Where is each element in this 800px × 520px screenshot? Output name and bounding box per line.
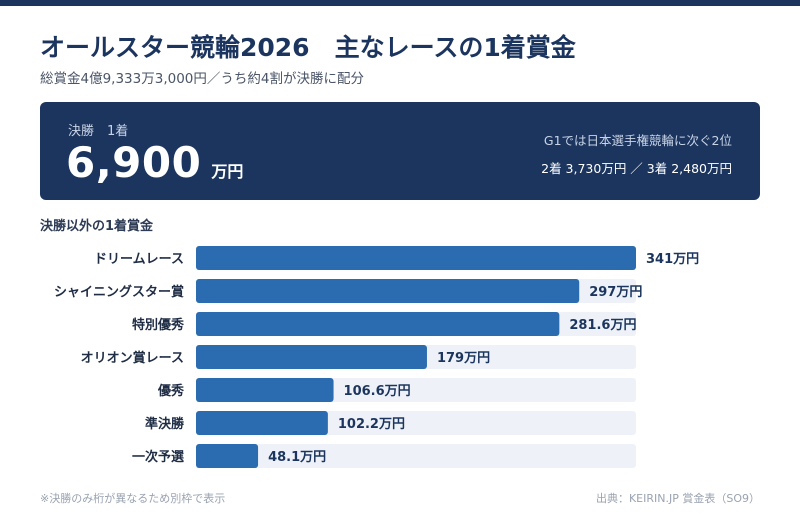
final-prize-unit: 万円 <box>211 162 244 181</box>
category-label: オリオン賞レース <box>81 350 184 366</box>
footnote: ※決勝のみ桁が異なるため別枠で表示 <box>40 492 226 505</box>
bar <box>196 378 334 402</box>
value-label: 48.1万円 <box>268 450 326 465</box>
value-label: 281.6万円 <box>569 318 636 333</box>
value-label: 102.2万円 <box>338 417 405 432</box>
bar <box>196 345 427 369</box>
category-label: シャイニングスター賞 <box>54 284 184 300</box>
bar <box>196 444 259 468</box>
value-label: 179万円 <box>437 351 490 366</box>
value-label: 341万円 <box>646 252 699 267</box>
bar-track <box>196 444 636 468</box>
bar <box>196 246 636 270</box>
value-label: 106.6万円 <box>344 384 411 399</box>
source-credit: 出典：KEIRIN.JP 賞金表（SO9） <box>595 492 760 505</box>
final-prize-runner-ups: 2着 3,730万円 ／ 3着 2,480万円 <box>541 161 732 176</box>
value-label: 297万円 <box>589 285 642 300</box>
category-label: 一次予選 <box>132 449 184 465</box>
page-subtitle: 総賞金4億9,333万3,000円／うち約4割が決勝に配分 <box>40 71 364 87</box>
section-title: 決勝以外の1着賞金 <box>40 219 154 234</box>
final-prize-value: 6,900 万円 <box>66 138 243 187</box>
category-label: 準決勝 <box>145 416 185 432</box>
bar <box>196 279 580 303</box>
final-prize-number: 6,900 <box>66 138 202 187</box>
top-accent-bar <box>0 0 800 6</box>
final-prize-label: 決勝 1着 <box>68 124 129 139</box>
category-label: 優秀 <box>157 383 185 399</box>
final-prize-note: G1では日本選手権競輪に次ぐ2位 <box>543 133 732 148</box>
final-prize-card: 決勝 1着 6,900 万円 G1では日本選手権競輪に次ぐ2位 2着 3,730万… <box>40 102 760 200</box>
page-title: オールスター競輪2026 主なレースの1着賞金 <box>40 33 576 62</box>
category-label: ドリームレース <box>94 252 184 267</box>
bar <box>196 411 328 435</box>
category-label: 特別優秀 <box>132 317 185 333</box>
bar <box>196 312 560 336</box>
